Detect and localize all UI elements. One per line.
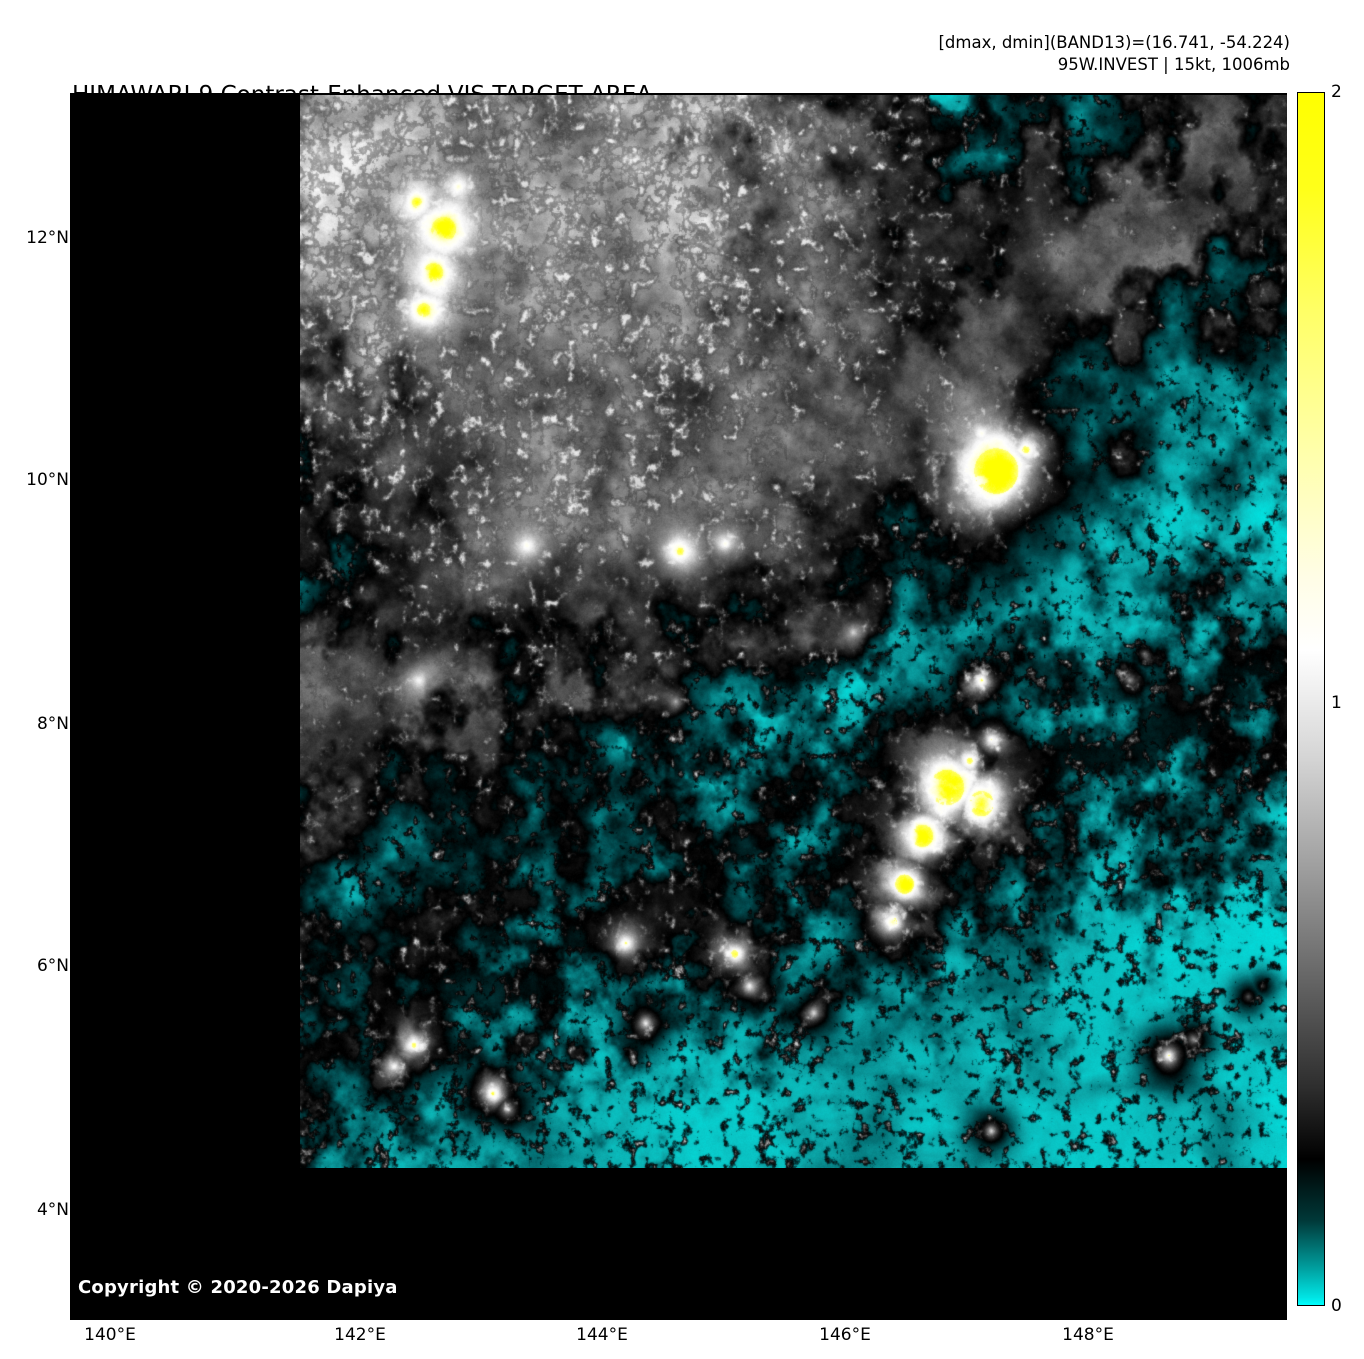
colorbar-gradient <box>1297 92 1325 1306</box>
y-tick-label: 12°N <box>26 228 69 248</box>
satellite-image <box>300 95 1287 1168</box>
x-tick-label: 142°E <box>334 1325 386 1345</box>
x-tick-label: 146°E <box>819 1325 871 1345</box>
colorbar-tick-label: 0 <box>1331 1296 1342 1316</box>
annotation-storm-info: 95W.INVEST | 15kt, 1006mb <box>1057 55 1290 74</box>
annotation-block: [dmax, dmin](BAND13)=(16.741, -54.224) 9… <box>938 32 1290 76</box>
colorbar-tick-label: 2 <box>1331 82 1342 102</box>
x-tick-label: 140°E <box>84 1325 136 1345</box>
y-tick-label: 8°N <box>36 714 69 734</box>
y-tick-label: 10°N <box>26 470 69 490</box>
y-tick-label: 4°N <box>36 1200 69 1220</box>
copyright-notice: Copyright © 2020-2026 Dapiya <box>78 1277 398 1298</box>
colorbar: 2 1 0 <box>1297 82 1342 1316</box>
annotation-dmax-dmin: [dmax, dmin](BAND13)=(16.741, -54.224) <box>938 33 1290 52</box>
colorbar-tick-label: 1 <box>1331 693 1342 713</box>
satellite-plot-area: Copyright © 2020-2026 Dapiya <box>70 93 1287 1320</box>
x-tick-label: 144°E <box>576 1325 628 1345</box>
y-tick-label: 6°N <box>36 956 69 976</box>
x-tick-label: 148°E <box>1062 1325 1114 1345</box>
